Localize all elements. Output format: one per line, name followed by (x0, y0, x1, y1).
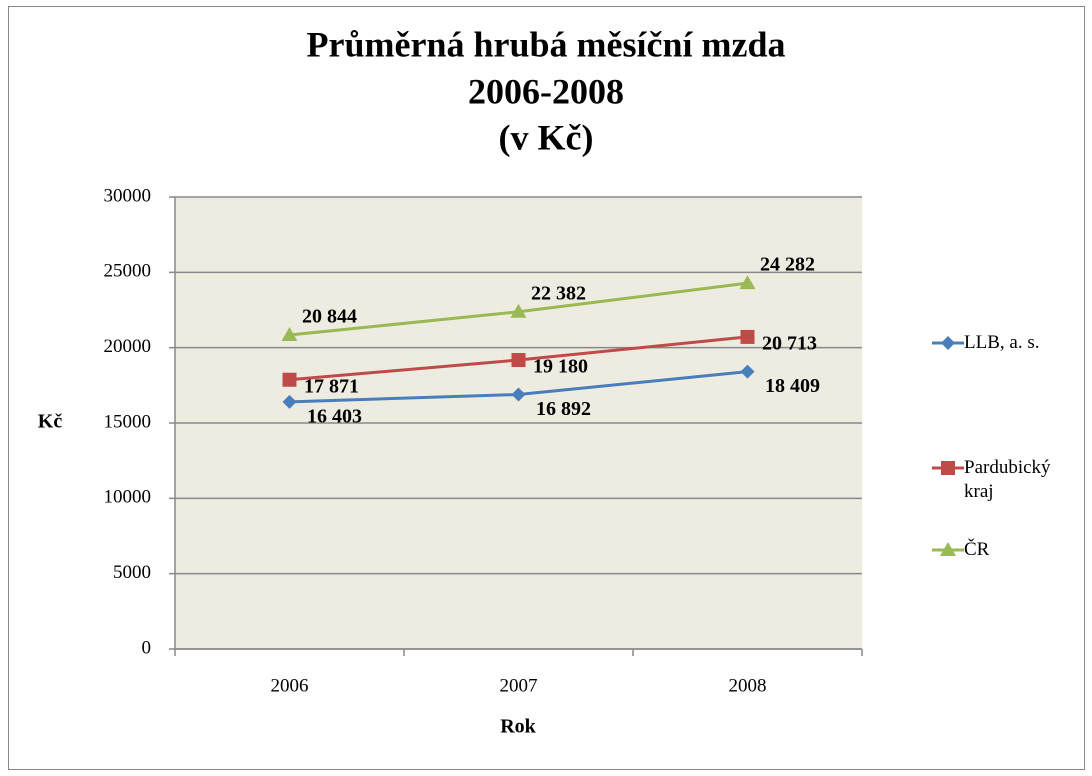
chart-title: Průměrná hrubá měsíční mzda (307, 24, 786, 64)
chart-title: 2006-2008 (468, 71, 624, 111)
legend-item: ČR (932, 539, 1084, 562)
legend-swatch (932, 461, 964, 475)
marker (739, 275, 756, 290)
y-tick-label: 20000 (104, 336, 152, 357)
legend-label: ČR (964, 539, 990, 560)
data-label: 17 871 (304, 375, 359, 397)
legend-label: LLB, a. s. (964, 332, 1040, 353)
legend-item: Pardubický kraj (932, 457, 1084, 504)
y-tick-label: 0 (142, 637, 152, 658)
marker (941, 336, 955, 350)
legend-item: LLB, a. s. (932, 332, 1084, 355)
legend-label: Pardubický kraj (964, 457, 1051, 502)
marker (282, 372, 297, 387)
y-tick-label: 30000 (104, 185, 152, 206)
y-tick-label: 15000 (104, 411, 152, 432)
chart-title: (v Kč) (499, 117, 594, 157)
marker (511, 387, 526, 402)
x-tick-label: 2007 (500, 675, 538, 696)
legend-swatch (932, 542, 964, 556)
y-tick-label: 5000 (113, 562, 151, 583)
data-label: 20 844 (302, 306, 357, 328)
data-label: 24 282 (760, 254, 815, 276)
y-tick-label: 10000 (104, 487, 152, 508)
data-label: 16 403 (307, 405, 362, 427)
data-label: 16 892 (536, 398, 591, 420)
marker (511, 353, 526, 368)
marker (282, 394, 297, 409)
y-axis-label: Kč (38, 411, 63, 433)
marker (510, 303, 527, 318)
data-label: 20 713 (762, 333, 817, 355)
x-tick-label: 2008 (729, 675, 767, 696)
marker (740, 329, 755, 344)
legend-swatch (932, 336, 964, 350)
marker (941, 461, 955, 475)
marker (281, 326, 298, 341)
data-label: 18 409 (765, 375, 820, 397)
y-tick-label: 25000 (104, 261, 152, 282)
x-tick-label: 2006 (271, 675, 309, 696)
x-axis-label: Rok (500, 716, 536, 738)
data-label: 22 382 (531, 282, 586, 304)
marker (940, 542, 956, 556)
data-label: 19 180 (533, 356, 588, 378)
marker (740, 364, 755, 379)
